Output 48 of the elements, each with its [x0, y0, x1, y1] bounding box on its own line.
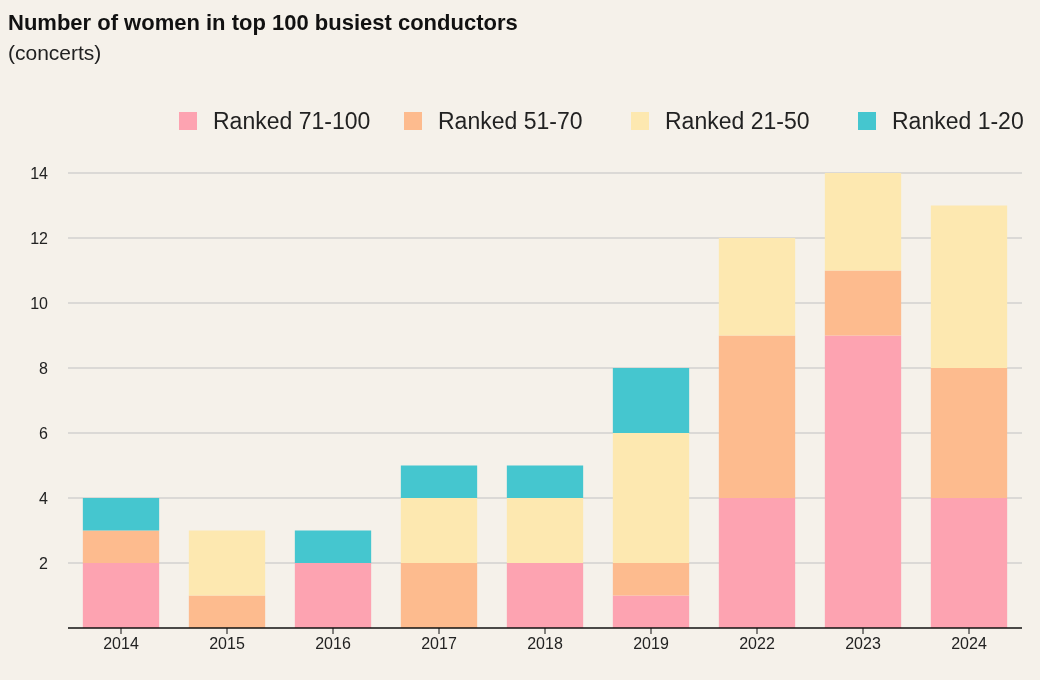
y-tick-label: 12 [30, 229, 49, 247]
bar [612, 368, 690, 433]
bar [82, 530, 160, 563]
bar [930, 205, 1008, 368]
x-tick-label: 2024 [951, 635, 987, 652]
bar [506, 498, 584, 563]
y-tick-label: 2 [39, 554, 49, 572]
bar [294, 563, 372, 628]
bar [612, 563, 690, 596]
bar [718, 335, 796, 498]
bar [188, 530, 266, 596]
x-tick-label: 2016 [315, 635, 351, 652]
y-tick-label: 14 [30, 164, 49, 182]
bar [718, 498, 796, 628]
bar [506, 563, 584, 628]
x-tick-label: 2017 [421, 635, 457, 652]
bar [612, 595, 690, 628]
legend-label: Ranked 71-100 [213, 108, 371, 135]
x-tick-label: 2015 [209, 635, 245, 652]
legend-label: Ranked 21-50 [665, 108, 810, 135]
chart-subtitle: (concerts) [8, 41, 102, 64]
bar [400, 498, 478, 563]
y-tick-label: 8 [39, 359, 49, 377]
bar [930, 368, 1008, 498]
bar [400, 465, 478, 498]
y-tick-label: 10 [30, 294, 49, 312]
chart-title: Number of women in top 100 busiest conductors [8, 10, 518, 35]
bar [294, 530, 372, 563]
bar [824, 270, 902, 336]
bar [82, 563, 160, 628]
x-tick-label: 2019 [633, 635, 669, 652]
x-tick-label: 2023 [845, 635, 881, 652]
x-tick-label: 2014 [103, 635, 139, 652]
y-tick-label: 4 [39, 489, 49, 507]
x-tick-label: 2018 [527, 635, 563, 652]
bar [82, 498, 160, 531]
bar [188, 595, 266, 628]
legend-label: Ranked 1-20 [892, 108, 1024, 135]
legend-label: Ranked 51-70 [438, 108, 583, 135]
bar [718, 238, 796, 336]
bar [824, 173, 902, 271]
bar [930, 498, 1008, 628]
bar [824, 335, 902, 628]
x-tick-label: 2022 [739, 635, 775, 652]
bar [612, 433, 690, 563]
bar [506, 465, 584, 498]
y-tick-label: 6 [39, 424, 49, 442]
bar [400, 563, 478, 628]
